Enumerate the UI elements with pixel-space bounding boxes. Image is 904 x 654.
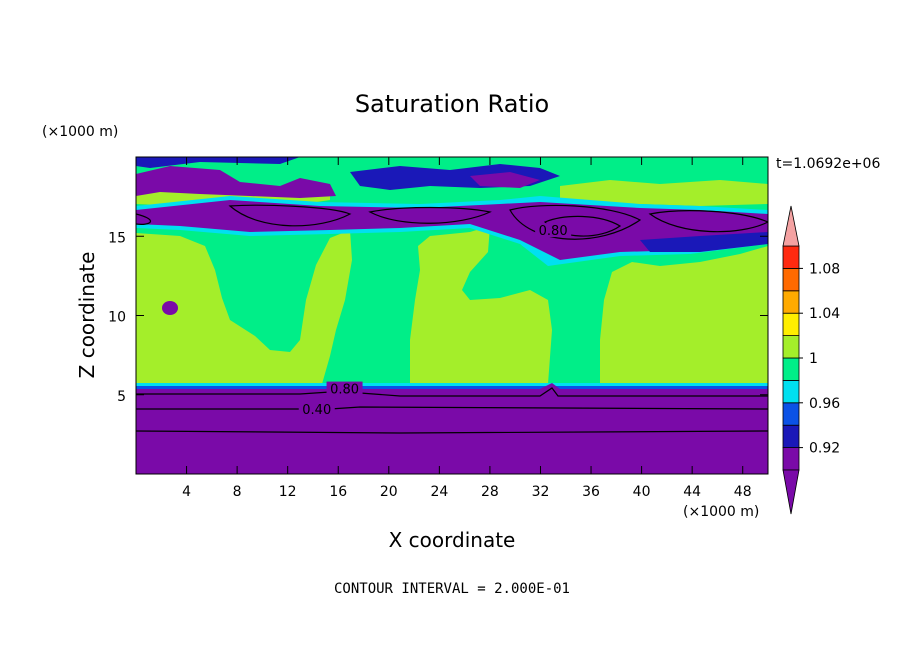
contour-line-lower-2	[136, 406, 768, 410]
contour-interval-text: CONTOUR INTERVAL = 2.000E-01	[334, 581, 570, 597]
colorbar-label: 1.08	[809, 261, 840, 277]
colorbar-band	[782, 402, 800, 426]
chart-title: Saturation Ratio	[355, 90, 549, 118]
upper-purple-layer	[136, 200, 768, 260]
upper-dark-blue-tail	[640, 232, 768, 252]
colorbar-label: 1.04	[809, 306, 840, 322]
x-tick-label: 24	[430, 484, 448, 500]
lime-region-center	[410, 226, 552, 384]
contour-line-upper-4	[648, 210, 768, 233]
colorbar-extend-high	[782, 205, 800, 247]
contour-label: 0.80	[539, 224, 568, 239]
x-tick-label: 28	[481, 484, 499, 500]
y-tick-label: 15	[108, 230, 126, 246]
lime-region-left	[136, 230, 352, 384]
y-axis-ticks: 5 10 15	[108, 230, 768, 405]
colorbar: 0.92 0.96 1 1.04 1.08	[782, 205, 840, 515]
contour-line-lower-1	[136, 387, 768, 397]
contour-lines	[136, 204, 768, 434]
contour-label-bg	[535, 223, 572, 238]
y-tick-label: 10	[108, 310, 126, 326]
x-tick-label: 44	[683, 484, 701, 500]
contour-line-lower-3	[136, 430, 768, 434]
top-purple-band	[136, 166, 336, 198]
contour-labels: 0.80 0.40 0.80	[298, 223, 572, 418]
time-label: t=1.0692e+06	[776, 156, 880, 172]
x-axis-ticks: 4 8 12 16 20 24 28 32 36 40 44 48	[182, 157, 752, 500]
x-axis-label: X coordinate	[389, 528, 516, 552]
y-tick-label: 5	[117, 389, 126, 405]
colorbar-band	[782, 267, 800, 292]
colorbar-band	[782, 335, 800, 359]
top-dark-blue-edge	[136, 157, 300, 168]
purple-blob	[162, 301, 178, 315]
x-tick-label: 32	[532, 484, 550, 500]
contour-label: 0.40	[302, 403, 331, 418]
colorbar-band	[782, 245, 800, 269]
y-axis-label: Z coordinate	[75, 252, 99, 379]
x-tick-label: 40	[633, 484, 651, 500]
x-tick-label: 16	[329, 484, 347, 500]
contour-field	[136, 157, 768, 474]
x-units-label: (×1000 m)	[683, 504, 759, 520]
x-tick-label: 48	[734, 484, 752, 500]
x-tick-label: 8	[233, 484, 242, 500]
contour-label-bg	[298, 402, 335, 417]
colorbar-label: 1	[809, 351, 818, 367]
contour-label-bg	[326, 381, 363, 396]
colorbar-band	[782, 357, 800, 381]
colorbar-extend-low	[782, 469, 800, 515]
contour-line-upper-2	[368, 206, 492, 224]
x-tick-label: 36	[582, 484, 600, 500]
colorbar-band	[782, 424, 800, 449]
x-tick-label: 4	[182, 484, 191, 500]
lime-region-right	[600, 246, 768, 384]
contour-line-upper-1	[228, 204, 352, 227]
colorbar-band	[782, 447, 800, 471]
y-units-label: (×1000 m)	[42, 124, 118, 140]
lower-purple-layer	[136, 383, 768, 474]
colorbar-label: 0.92	[809, 441, 840, 457]
x-tick-label: 12	[279, 484, 297, 500]
top-purple-right	[470, 172, 540, 188]
lime-region-top-right	[560, 180, 768, 206]
colorbar-band	[782, 290, 800, 314]
contour-line-left	[136, 213, 151, 225]
colorbar-band	[782, 312, 800, 337]
colorbar-label: 0.96	[809, 396, 840, 412]
contour-label: 0.80	[330, 383, 359, 398]
colorbar-band	[782, 379, 800, 404]
x-tick-label: 20	[380, 484, 398, 500]
